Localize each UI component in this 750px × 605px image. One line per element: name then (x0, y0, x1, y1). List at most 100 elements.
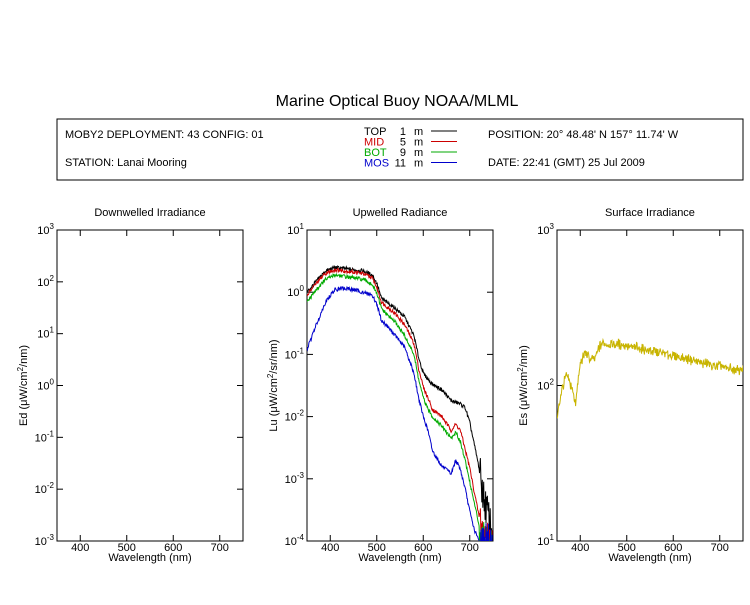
y-axis-label-part: 2 (16, 366, 25, 371)
surface-irradiance-plot: Surface Irradiance Wavelength (nm) Es (μW/… (516, 207, 744, 564)
y-axis-label-part: μ (518, 400, 530, 406)
y-tick-label: 101 (287, 222, 304, 237)
x-axis-label: Wavelength (nm) (358, 552, 441, 564)
y-axis-label-part: Ed ( (18, 406, 30, 427)
y-axis-label: Ed (μW/cm2/nm) (16, 345, 30, 426)
y-tick-base: 10 (287, 225, 299, 237)
y-tick-label: 101 (37, 326, 54, 341)
legend-item-bot: BOT 9 m (364, 147, 457, 159)
y-tick-label: 10-2 (35, 481, 55, 496)
legend-depth: 11 (395, 158, 406, 170)
legend-item-mos: MOS 11 m (364, 158, 457, 170)
y-tick-base: 10 (37, 277, 49, 289)
y-tick-base: 10 (35, 484, 47, 496)
plot-frame (556, 229, 744, 542)
legend-unit: m (414, 158, 423, 170)
y-tick-base: 10 (35, 432, 47, 444)
series-line-top (307, 264, 493, 541)
x-tick-label: 600 (164, 542, 182, 554)
y-axis-label-part: W/cm (518, 372, 530, 400)
y-tick-base: 10 (287, 287, 299, 299)
y-tick-label: 102 (37, 274, 54, 289)
x-tick-label: 700 (461, 542, 479, 554)
y-tick-exponent: -4 (297, 533, 305, 542)
y-tick-base: 10 (537, 381, 549, 393)
series-line-es (557, 337, 743, 419)
y-tick-label: 101 (537, 533, 554, 548)
upwelled-radiance-plot: Upwelled Radiance Wavelength (nm) Lu (μW/c… (266, 207, 494, 564)
y-tick-exponent: 1 (300, 222, 305, 231)
y-tick-base: 10 (285, 474, 297, 486)
y-tick-label: 10-3 (35, 533, 55, 548)
position-text: POSITION: 20° 48.48' N 157° 11.74' W (488, 129, 679, 141)
y-tick-label: 100 (287, 284, 304, 299)
y-tick-base: 10 (537, 225, 549, 237)
y-tick-exponent: 2 (550, 378, 555, 387)
y-axis-label-part: /nm) (518, 345, 530, 367)
info-box: MOBY2 DEPLOYMENT: 43 CONFIG: 01 STATION:… (56, 118, 744, 181)
y-axis-label-part: /sr/nm) (268, 339, 280, 373)
x-tick-label: 500 (618, 542, 636, 554)
y-tick-label: 10-2 (285, 409, 305, 424)
legend-unit: m (414, 126, 423, 138)
x-tick-label: 500 (368, 542, 386, 554)
y-axis-label: Lu (μW/cm2/sr/nm) (266, 339, 280, 431)
x-axis-label: Wavelength (nm) (108, 552, 191, 564)
x-tick-label: 400 (321, 542, 339, 554)
y-tick-exponent: 0 (50, 378, 55, 387)
y-tick-label: 102 (537, 378, 554, 393)
legend-name: MID (364, 137, 384, 149)
y-tick-base: 10 (285, 536, 297, 548)
series-line-mos (307, 285, 493, 541)
series-line-bot (307, 272, 492, 541)
x-axis-label: Wavelength (nm) (608, 552, 691, 564)
y-tick-base: 10 (285, 349, 297, 361)
y-tick-exponent: -2 (47, 481, 55, 490)
y-tick-exponent: 3 (50, 222, 55, 231)
figure-title: Marine Optical Buoy NOAA/MLML (276, 93, 519, 110)
y-tick-exponent: -2 (297, 409, 305, 418)
legend-depth: 1 (400, 126, 406, 138)
panel-title: Downwelled Irradiance (94, 207, 205, 219)
x-tick-label: 600 (664, 542, 682, 554)
y-axis-label-part: 2 (266, 373, 275, 378)
y-tick-exponent: 0 (300, 284, 305, 293)
panel-title: Upwelled Radiance (353, 207, 448, 219)
y-axis-label-part: /nm) (18, 345, 30, 367)
y-tick-label: 100 (37, 378, 54, 393)
legend-depth: 5 (400, 137, 406, 149)
x-tick-label: 400 (571, 542, 589, 554)
y-tick-base: 10 (285, 412, 297, 424)
y-tick-exponent: -3 (47, 533, 55, 542)
station-text: STATION: Lanai Mooring (65, 157, 187, 169)
y-tick-label: 10-1 (35, 429, 55, 444)
plot-frame (56, 229, 244, 542)
y-tick-base: 10 (537, 536, 549, 548)
y-axis-label-part: Lu ( (268, 412, 280, 431)
y-tick-exponent: -3 (297, 471, 305, 480)
y-axis-label-part: W/cm (268, 378, 280, 406)
y-axis-label: Es (μW/cm2/nm) (516, 345, 530, 425)
y-tick-exponent: -1 (47, 429, 55, 438)
y-tick-exponent: 3 (550, 222, 555, 231)
y-tick-label: 10-1 (285, 346, 305, 361)
x-tick-label: 700 (711, 542, 729, 554)
deployment-text: MOBY2 DEPLOYMENT: 43 CONFIG: 01 (65, 129, 264, 141)
legend-name: MOS (364, 158, 389, 170)
downwelled-irradiance-plot: Downwelled Irradiance Wavelength (nm) Ed (… (16, 207, 244, 564)
x-tick-label: 600 (414, 542, 432, 554)
y-axis-label-part: W/cm (18, 371, 30, 399)
y-tick-label: 10-4 (285, 533, 305, 548)
y-tick-label: 103 (537, 222, 554, 237)
legend-depth: 9 (400, 147, 406, 159)
panel-title: Surface Irradiance (605, 207, 695, 219)
y-tick-base: 10 (37, 329, 49, 341)
x-tick-label: 400 (71, 542, 89, 554)
y-axis-label-part: Es ( (518, 406, 530, 426)
y-tick-exponent: 1 (50, 326, 55, 335)
y-tick-base: 10 (37, 381, 49, 393)
y-tick-base: 10 (35, 536, 47, 548)
legend-item-mid: MID 5 m (364, 137, 457, 149)
plot-frame (306, 229, 494, 542)
